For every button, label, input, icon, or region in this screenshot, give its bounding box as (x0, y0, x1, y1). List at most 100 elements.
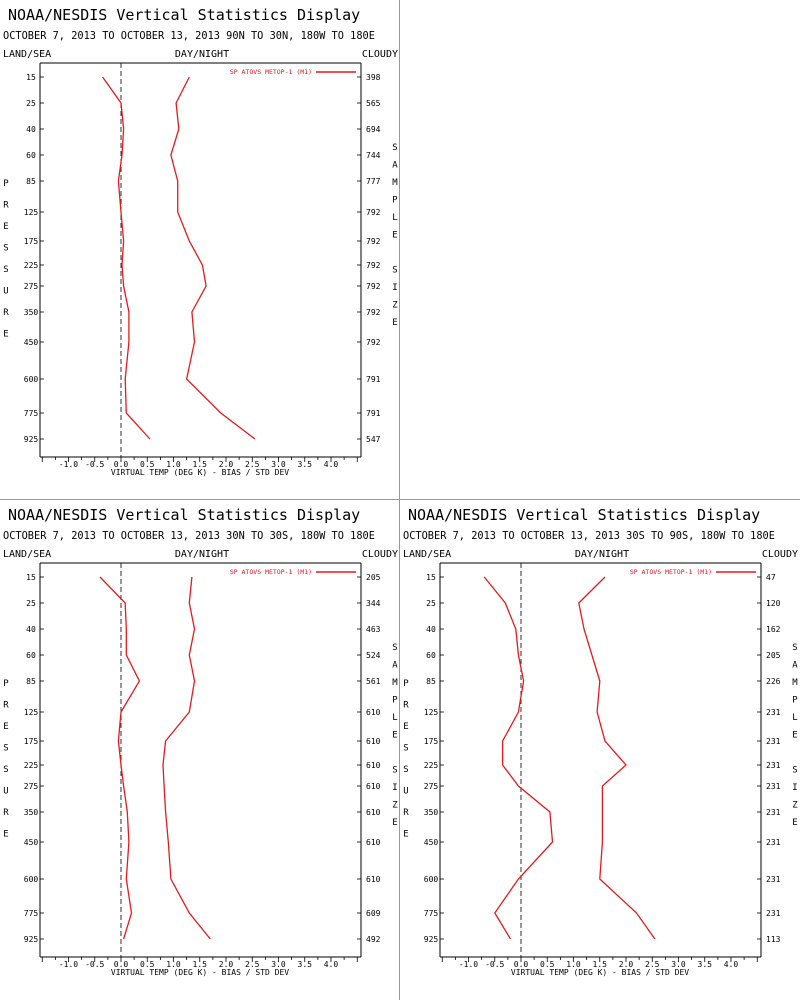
sample-size-label: 610 (366, 838, 381, 847)
sample-size-label: 231 (766, 782, 781, 791)
x-tick-label: -1.0 (59, 460, 78, 469)
sample-size-label: 120 (766, 599, 781, 608)
sample-size-axis-letter: E (392, 731, 397, 741)
pressure-level-label: 350 (424, 808, 439, 817)
std-dev-series-line (578, 576, 656, 940)
chart-svg: NOAA/NESDIS Vertical Statistics Display O… (3, 6, 398, 477)
x-tick-label: 0.0 (114, 460, 129, 469)
sample-size-label: 398 (366, 73, 381, 82)
pressure-level-label: 450 (24, 838, 39, 847)
pressure-axis-letter: E (3, 222, 8, 232)
sample-size-label: 791 (366, 375, 381, 384)
std-dev-series-line (170, 76, 256, 440)
sample-size-axis-letter: Z (392, 301, 398, 311)
chart-title: NOAA/NESDIS Vertical Statistics Display (8, 506, 360, 524)
x-tick-label: 3.0 (271, 960, 286, 969)
bias-series-line (99, 576, 141, 940)
pressure-level-label: 60 (26, 151, 36, 160)
pressure-axis-letter: S (3, 244, 8, 254)
pressure-axis-letter: R (3, 701, 9, 711)
x-tick-label: 4.0 (324, 960, 339, 969)
x-tick-label: 4.0 (724, 960, 739, 969)
label-cloudy: CLOUDY (362, 549, 398, 560)
sample-size-axis-letter: M (792, 678, 798, 688)
sample-size-label: 792 (366, 308, 381, 317)
sample-size-label: 610 (366, 708, 381, 717)
pressure-axis-letter: R (403, 701, 409, 711)
pressure-level-label: 60 (426, 651, 436, 660)
pressure-level-label: 25 (26, 599, 36, 608)
panel-divider-horizontal (0, 499, 800, 500)
pressure-axis-letter: R (403, 808, 409, 818)
sample-size-label: 565 (366, 99, 381, 108)
sample-size-axis-letter: Z (392, 801, 398, 811)
chart-panel-90n-30n: NOAA/NESDIS Vertical Statistics Display O… (0, 0, 400, 500)
pressure-axis-letter: R (3, 201, 9, 211)
pressure-axis-letter: R (3, 308, 9, 318)
pressure-level-label: 275 (24, 782, 39, 791)
pressure-level-label: 125 (424, 708, 439, 717)
pressure-axis-letter: P (403, 679, 409, 689)
pressure-level-label: 225 (424, 761, 439, 770)
pressure-level-label: 600 (24, 875, 39, 884)
sample-size-label: 610 (366, 808, 381, 817)
pressure-level-label: 225 (24, 761, 39, 770)
sample-size-label: 231 (766, 808, 781, 817)
x-axis-label: VIRTUAL TEMP (DEG K) - BIAS / STD DEV (111, 468, 289, 477)
label-day-night: DAY/NIGHT (575, 549, 629, 560)
x-tick-label: -0.5 (85, 460, 104, 469)
chart-title: NOAA/NESDIS Vertical Statistics Display (8, 6, 360, 24)
sample-size-axis-letter: E (792, 731, 797, 741)
sample-size-axis-letter: M (392, 678, 398, 688)
x-axis-label: VIRTUAL TEMP (DEG K) - BIAS / STD DEV (511, 968, 689, 977)
pressure-level-label: 175 (424, 737, 439, 746)
sample-size-label: 609 (366, 909, 381, 918)
pressure-level-label: 15 (26, 573, 36, 582)
sample-size-label: 162 (766, 625, 781, 634)
x-tick-label: 0.0 (514, 960, 529, 969)
sample-size-axis-letter: L (392, 213, 397, 223)
x-tick-label: 2.5 (245, 460, 260, 469)
pressure-level-label: 175 (24, 737, 39, 746)
x-tick-label: -1.0 (459, 960, 478, 969)
sample-size-label: 492 (366, 935, 381, 944)
sample-size-label: 231 (766, 875, 781, 884)
sample-size-label: 231 (766, 909, 781, 918)
sample-size-label: 47 (766, 573, 776, 582)
sample-size-label: 524 (366, 651, 381, 660)
pressure-axis-letter: S (3, 765, 8, 775)
chart-subtitle: OCTOBER 7, 2013 TO OCTOBER 13, 2013 30S … (403, 530, 775, 542)
sample-size-axis-letter: S (392, 766, 397, 776)
pressure-axis-letter: S (3, 744, 8, 754)
pressure-level-label: 350 (24, 808, 39, 817)
pressure-level-label: 600 (424, 875, 439, 884)
pressure-level-label: 85 (426, 677, 436, 686)
pressure-level-label: 25 (426, 599, 436, 608)
sample-size-label: 792 (366, 237, 381, 246)
pressure-level-label: 925 (24, 935, 39, 944)
x-tick-label: 3.0 (671, 960, 686, 969)
pressure-level-label: 40 (426, 625, 436, 634)
pressure-level-label: 125 (24, 208, 39, 217)
x-tick-label: 1.0 (166, 460, 181, 469)
panel-divider-vertical (399, 0, 400, 1000)
sample-size-label: 463 (366, 625, 381, 634)
pressure-level-label: 925 (24, 435, 39, 444)
sample-size-label: 205 (766, 651, 781, 660)
sample-size-label: 231 (766, 838, 781, 847)
sample-size-axis-letter: P (392, 196, 398, 206)
pressure-level-label: 85 (26, 177, 36, 186)
pressure-level-label: 775 (424, 909, 439, 918)
sample-size-label: 777 (366, 177, 381, 186)
sample-size-axis-letter: A (392, 161, 398, 171)
pressure-level-label: 925 (424, 935, 439, 944)
x-tick-label: 3.5 (298, 460, 313, 469)
pressure-level-label: 40 (26, 625, 36, 634)
sample-size-axis-letter: E (392, 818, 397, 828)
x-tick-label: 1.0 (566, 960, 581, 969)
label-land-sea: LAND/SEA (3, 549, 51, 560)
std-dev-series-line (162, 576, 211, 940)
legend-label: SP ATOVS METOP-1 (M1) (230, 68, 312, 76)
sample-size-label: 610 (366, 875, 381, 884)
sample-size-axis-letter: E (392, 231, 397, 241)
